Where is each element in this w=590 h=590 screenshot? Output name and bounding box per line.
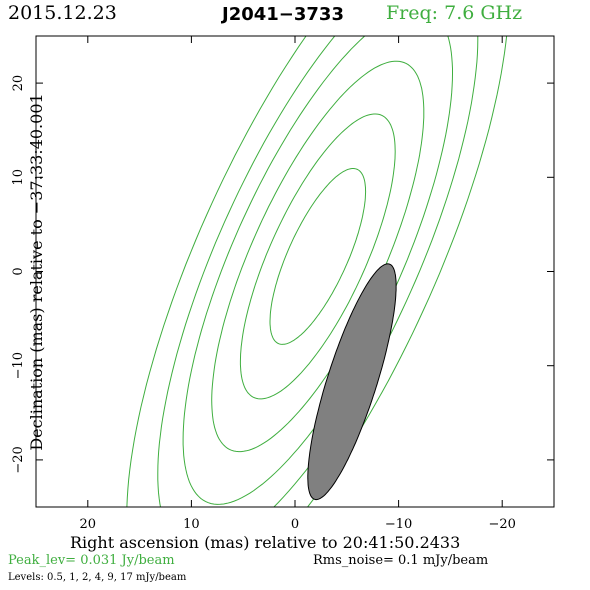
observation-date: 2015.12.23 bbox=[8, 2, 117, 24]
axis-ticks: 20 10 0 −10 −20 20 10 0 −10 −20 bbox=[11, 36, 554, 532]
source-name: J2041−3733 bbox=[222, 4, 344, 25]
contour-group bbox=[126, 36, 508, 507]
x-tick-label: −10 bbox=[385, 517, 412, 532]
contour-level-4 bbox=[211, 60, 425, 453]
y-tick-label: 10 bbox=[11, 169, 26, 186]
peak-level: Peak_lev= 0.031 Jy/beam bbox=[8, 553, 175, 568]
y-tick-label: 0 bbox=[11, 267, 26, 275]
rms-noise: Rms_noise= 0.1 mJy/beam bbox=[313, 553, 489, 568]
contour-level-9 bbox=[239, 113, 396, 400]
x-tick-label: 10 bbox=[183, 517, 200, 532]
x-tick-label: 20 bbox=[80, 517, 97, 532]
y-tick-label: −20 bbox=[11, 446, 26, 473]
x-axis-label: Right ascension (mas) relative to 20:41:… bbox=[70, 533, 461, 552]
beam-group bbox=[307, 263, 397, 501]
frequency-label: Freq: 7.6 GHz bbox=[386, 2, 523, 24]
y-tick-label: −10 bbox=[11, 352, 26, 379]
beam-ellipse bbox=[307, 263, 397, 501]
x-tick-label: −20 bbox=[488, 517, 515, 532]
y-tick-label: 20 bbox=[11, 75, 26, 92]
x-tick-label: 0 bbox=[291, 517, 299, 532]
contour-level-17 bbox=[269, 168, 367, 345]
contour-levels: Levels: 0.5, 1, 2, 4, 9, 17 mJy/beam bbox=[8, 572, 187, 583]
plot-frame bbox=[35, 35, 555, 508]
